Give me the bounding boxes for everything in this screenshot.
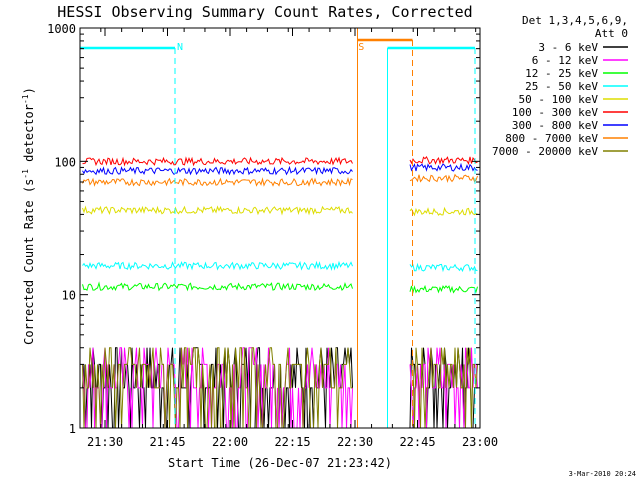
series-line-5-b [409,155,478,166]
x-tick-label-4: 22:30 [337,435,373,449]
series-line-6-b [409,162,478,172]
legend-label-7: 800 - 7000 keV [505,132,598,145]
x-tick-label-0: 21:30 [87,435,123,449]
series-line-5-a [82,156,353,167]
series-line-2-b [409,284,478,295]
y-axis-label: Corrected Count Rate (s-1 detector-1) [21,87,36,345]
y-axis-label-main: Corrected Count Rate (s [22,179,36,345]
series-5 [82,155,478,167]
series-line-4-a [82,205,353,216]
y-axis-label-sup1: -1 [21,169,30,179]
footer-date: 3-Mar-2010 20:24 [569,470,636,478]
series-line-8-b [410,347,478,429]
x-tick-label-2: 22:00 [212,435,248,449]
series-line-4-b [409,206,478,217]
legend-label-0: 3 - 6 keV [538,41,598,54]
legend-label-6: 300 - 800 keV [512,119,598,132]
series-line-7-a [82,176,353,187]
series-line-3-b [409,262,478,273]
legend-label-4: 50 - 100 keV [519,93,599,106]
series-line-2-a [82,281,353,292]
legend-label-8: 7000 - 20000 keV [492,145,598,158]
chart-title: HESSI Observing Summary Count Rates, Cor… [57,3,472,21]
y-tick-label-2: 100 [54,155,76,169]
series-3 [82,260,478,273]
x-tick-label-3: 22:15 [274,435,310,449]
legend-label-5: 100 - 300 keV [512,106,598,119]
series-8 [82,347,478,429]
plot-frame [79,27,481,429]
series-6 [82,162,478,176]
legend-label-1: 6 - 12 keV [532,54,599,67]
series-line-6-a [82,165,353,176]
series-2 [82,281,478,295]
series-7 [82,173,478,187]
legend-label-2: 12 - 25 keV [525,67,598,80]
series-layer [82,155,478,429]
y-tick-label-3: 1000 [47,22,76,36]
x-tick-label-1: 21:45 [149,435,185,449]
annotation-1: S [358,42,364,53]
y-tick-label-1: 10 [62,289,76,303]
series-4 [82,205,478,217]
legend-label-3: 25 - 50 keV [525,80,598,93]
x-tick-label-6: 23:00 [462,435,498,449]
y-axis-label-mid: detector [22,104,36,169]
y-axis-label-sup2: -1 [21,94,30,104]
legend-header-line1: Det 1,3,4,5,6,9, [522,14,628,27]
annotation-0: N [177,42,183,53]
axes-layer: 1 10 100 1000 21:30 21:45 22:00 22:15 22:30 22:45… [47,22,498,449]
svg-text:Corrected Count Rate (s-1 dete: Corrected Count Rate (s-1 detector-1) [21,87,36,345]
x-axis-label: Start Time (26-Dec-07 21:23:42) [168,456,392,470]
series-line-3-a [82,260,353,271]
legend-header-line2: Att 0 [595,27,628,40]
series-line-7-b [409,173,478,184]
x-tick-label-5: 22:45 [399,435,435,449]
y-tick-label-0: 1 [69,422,76,436]
y-axis-label-end: ) [22,87,36,94]
series-line-8-a [82,347,353,429]
